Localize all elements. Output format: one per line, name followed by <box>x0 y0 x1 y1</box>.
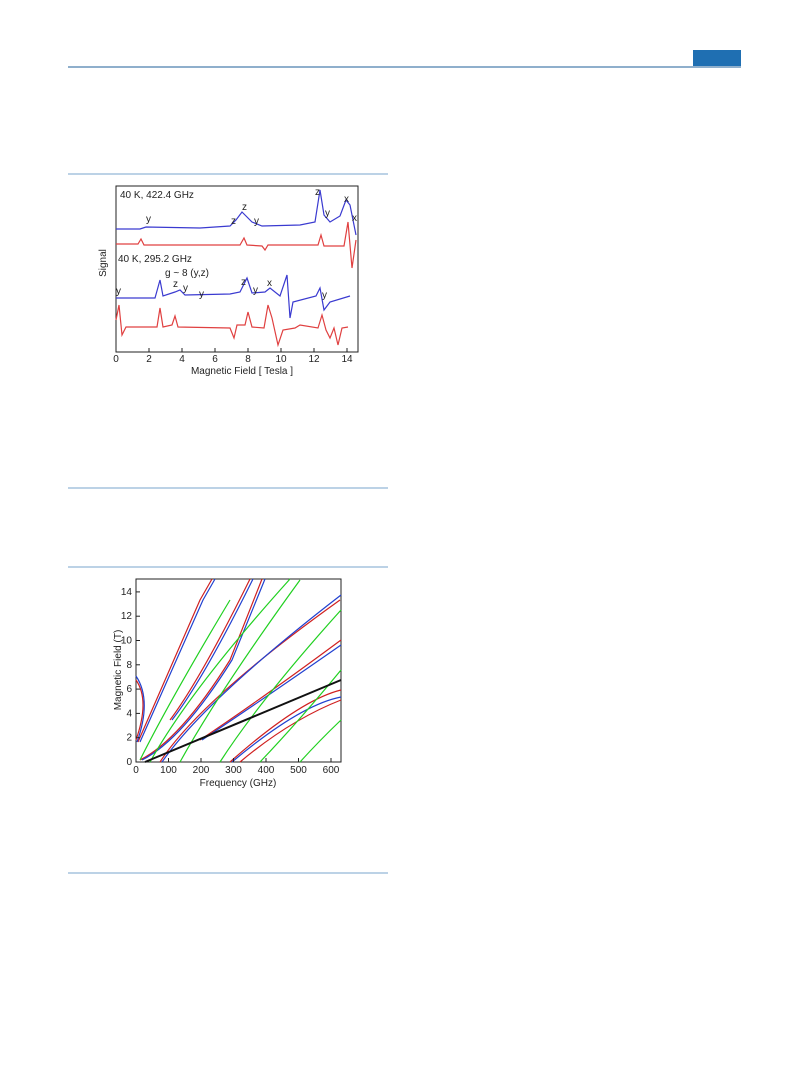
x-axis-label: Frequency (GHz) <box>200 778 277 789</box>
figure-1 <box>115 185 359 353</box>
y-tick-label: 4 <box>126 708 132 719</box>
x-tick-label: 500 <box>290 765 307 776</box>
annotation: y <box>116 286 121 297</box>
annotation: x <box>352 213 357 224</box>
figure-2 <box>135 578 342 763</box>
x-tick-label: 10 <box>275 354 287 365</box>
x-tick-label: 12 <box>308 354 320 365</box>
trace <box>115 304 349 348</box>
x-tick-label: 0 <box>113 354 119 365</box>
trace <box>116 274 351 319</box>
annotation: z <box>241 277 246 288</box>
y-tick-label: 2 <box>126 733 132 744</box>
annotation: z <box>315 187 320 198</box>
y-axis-label: Magnetic Field (T) <box>113 630 124 711</box>
annotation: y <box>322 290 327 301</box>
x-axis-label: Magnetic Field [ Tesla ] <box>191 366 293 377</box>
x-tick-label: 14 <box>341 354 353 365</box>
trace <box>116 221 357 269</box>
x-tick-label: 400 <box>258 765 275 776</box>
x-tick-label: 600 <box>323 765 340 776</box>
annotation: z <box>231 216 236 227</box>
annotation: z <box>173 279 178 290</box>
trace <box>116 189 357 236</box>
x-tick-label: 4 <box>179 354 185 365</box>
annotation: y <box>146 214 151 225</box>
y-tick-label: 8 <box>126 660 132 671</box>
annotation: z <box>242 202 247 213</box>
annotation: g ~ 8 (y,z) <box>165 268 209 279</box>
x-tick-label: 200 <box>193 765 210 776</box>
x-tick-label: 8 <box>245 354 251 365</box>
figure-rules <box>68 173 388 874</box>
annotation: y <box>253 285 258 296</box>
annotation: x <box>344 194 349 205</box>
x-tick-label: 6 <box>212 354 218 365</box>
annotation: y <box>325 208 330 219</box>
y-tick-label: 12 <box>121 611 133 622</box>
annotation: 40 K, 422.4 GHz <box>120 190 194 201</box>
level-curves <box>135 578 342 763</box>
annotation: 40 K, 295.2 GHz <box>118 254 192 265</box>
x-tick-label: 100 <box>160 765 177 776</box>
plot-frame <box>115 185 359 353</box>
x-tick-label: 0 <box>133 765 139 776</box>
x-tick-label: 300 <box>225 765 242 776</box>
annotation: x <box>267 278 272 289</box>
annotation: y <box>254 216 259 227</box>
y-tick-label: 14 <box>121 587 133 598</box>
annotation: y <box>183 283 188 294</box>
y-tick-label: 6 <box>126 684 132 695</box>
annotation: y <box>199 289 204 300</box>
x-tick-label: 2 <box>146 354 152 365</box>
y-axis-label: Signal <box>98 249 109 277</box>
header-tab <box>693 50 741 66</box>
y-tick-label: 10 <box>121 636 133 647</box>
y-tick-label: 0 <box>126 757 132 768</box>
